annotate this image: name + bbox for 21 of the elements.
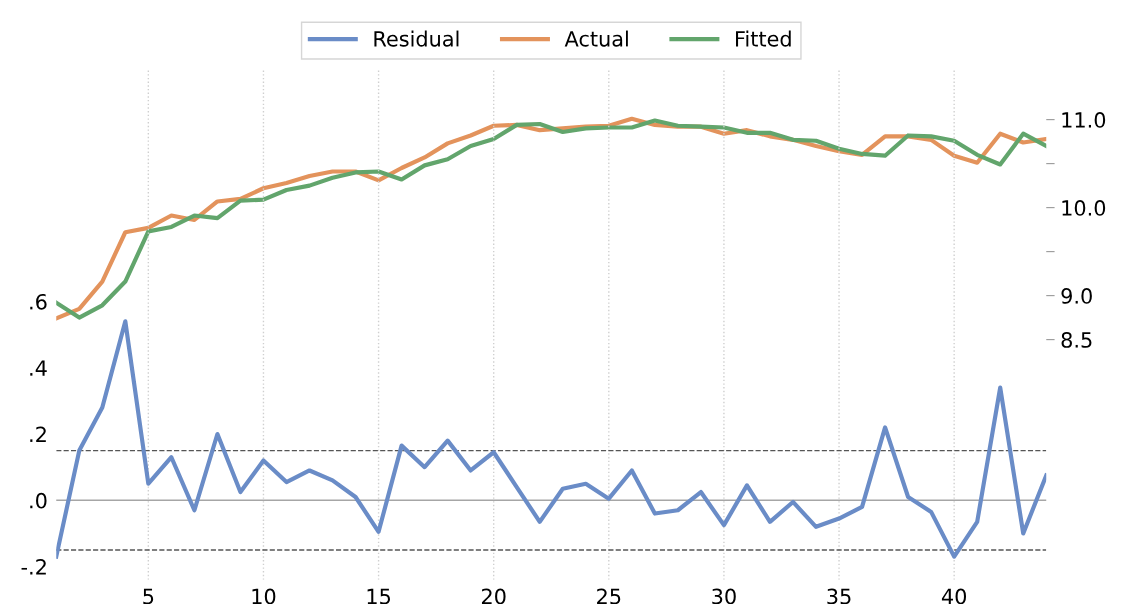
y2-tick-label: 10.0 <box>1062 200 1106 216</box>
x-tick-label: 15 <box>367 588 391 604</box>
line-series <box>56 319 1047 559</box>
x-tick-label: 35 <box>827 588 851 604</box>
y2-tick-label: 11.0 <box>1062 112 1106 128</box>
legend-label: Actual <box>564 30 628 47</box>
x-tick-label: 30 <box>712 588 736 604</box>
legend-label: Residual <box>374 30 459 47</box>
y-tick-label: .4 <box>30 360 47 376</box>
y-tick-label: -.2 <box>21 559 46 575</box>
y2-tick-label: 9.0 <box>1061 288 1092 304</box>
y-tick-label: .2 <box>30 426 46 442</box>
x-tick-label: 5 <box>143 588 154 604</box>
x-tick-label: 10 <box>252 588 276 604</box>
x-tick-label: 25 <box>597 588 621 604</box>
x-tick-label: 40 <box>941 588 967 604</box>
x-tick-label: 20 <box>481 588 506 604</box>
legend-label: Fitted <box>736 30 791 47</box>
y-tick-label: .6 <box>30 293 47 310</box>
y-tick-label: .0 <box>30 492 47 509</box>
y2-tick-label: 8.5 <box>1061 332 1092 348</box>
